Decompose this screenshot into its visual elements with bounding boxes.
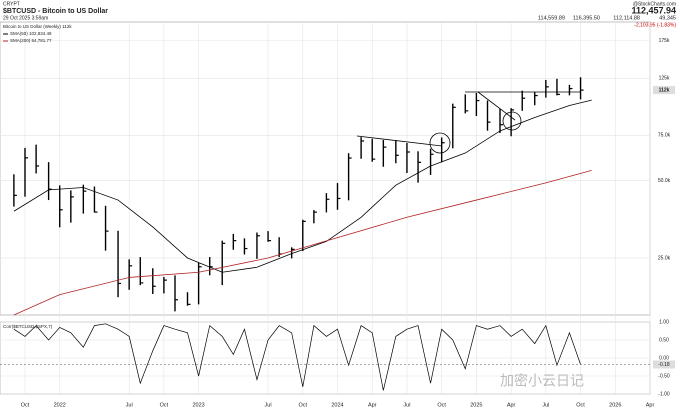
title: $BTCUSD - Bitcoin to US Dollar — [3, 8, 108, 15]
sma-line — [13, 170, 592, 316]
low: 112,114.88 — [613, 15, 640, 21]
x-tick-label: Apr — [507, 402, 516, 408]
last-box — [653, 86, 675, 95]
last-label: 112k — [659, 87, 670, 93]
x-tick-label: Oct — [21, 402, 30, 408]
x-tick-label: Oct — [576, 402, 585, 408]
y-tick-label: 125k — [659, 76, 670, 82]
x-tick-label: 2024 — [331, 402, 343, 408]
legend-entry: Bitcoin to US Dollar (Weekly) 112k — [3, 24, 72, 29]
plot: 25.0k 50.0k 75.0k 125k 175k 1.00 0.50 0.00 -0.50… — [0, 22, 671, 408]
x-tick-label: Oct — [298, 402, 307, 408]
x-tick-label: Oct — [160, 402, 169, 408]
x-tick-label: Jul — [265, 402, 272, 408]
volume: 49,345 — [659, 15, 676, 21]
y-tick-label: 0.50 — [659, 337, 669, 343]
x-tick-label: Oct — [437, 402, 446, 408]
watermark: 加密小云日记 — [500, 373, 584, 389]
exchange: CRYPT — [3, 1, 20, 7]
brand: @StockCharts.com — [633, 1, 676, 7]
y-tick-label: 25.0k — [658, 255, 671, 261]
annotations — [356, 91, 580, 154]
x-tick-label: 2022 — [54, 402, 66, 408]
y-tick-label: 50.0k — [658, 178, 671, 184]
y-tick-label: -0.50 — [658, 373, 670, 379]
x-tick-label: Jul — [542, 402, 549, 408]
y-tick-label: 1.00 — [659, 319, 669, 325]
last-box — [653, 360, 675, 369]
y-tick-label: -1.00 — [658, 391, 670, 397]
legend-entry: SMA(50) 102,834.48 — [10, 31, 52, 36]
last-price: 112,457.94 — [631, 5, 676, 15]
x-tick-label: Apr — [646, 402, 655, 408]
y-tick-label: 75.0k — [658, 133, 671, 139]
sma-line — [13, 99, 592, 273]
y-tick-label: 0.00 — [659, 355, 669, 361]
x-tick-label: 2026 — [609, 402, 621, 408]
date: 29 Oct 2025 3:59am — [3, 15, 48, 21]
x-tick-label: Apr — [368, 402, 377, 408]
indicator-line — [13, 323, 581, 391]
x-tick-label: 2025 — [470, 402, 482, 408]
last-label: -0.18 — [658, 362, 670, 368]
x-tick-label: 2023 — [192, 402, 204, 408]
open: 114,559.89 — [538, 15, 565, 21]
x-tick-label: Jul — [403, 402, 410, 408]
indicator-title: Corr($BTCUSD,$SPX,7) — [3, 324, 53, 329]
x-tick-label: Jul — [126, 402, 133, 408]
change: -2,103.95 (-1.83%) — [634, 22, 676, 28]
y-tick-label: 175k — [659, 38, 670, 44]
legend-entry: SMA(200) 54,781.77 — [10, 38, 52, 43]
high: 116,395.50 — [573, 15, 600, 21]
